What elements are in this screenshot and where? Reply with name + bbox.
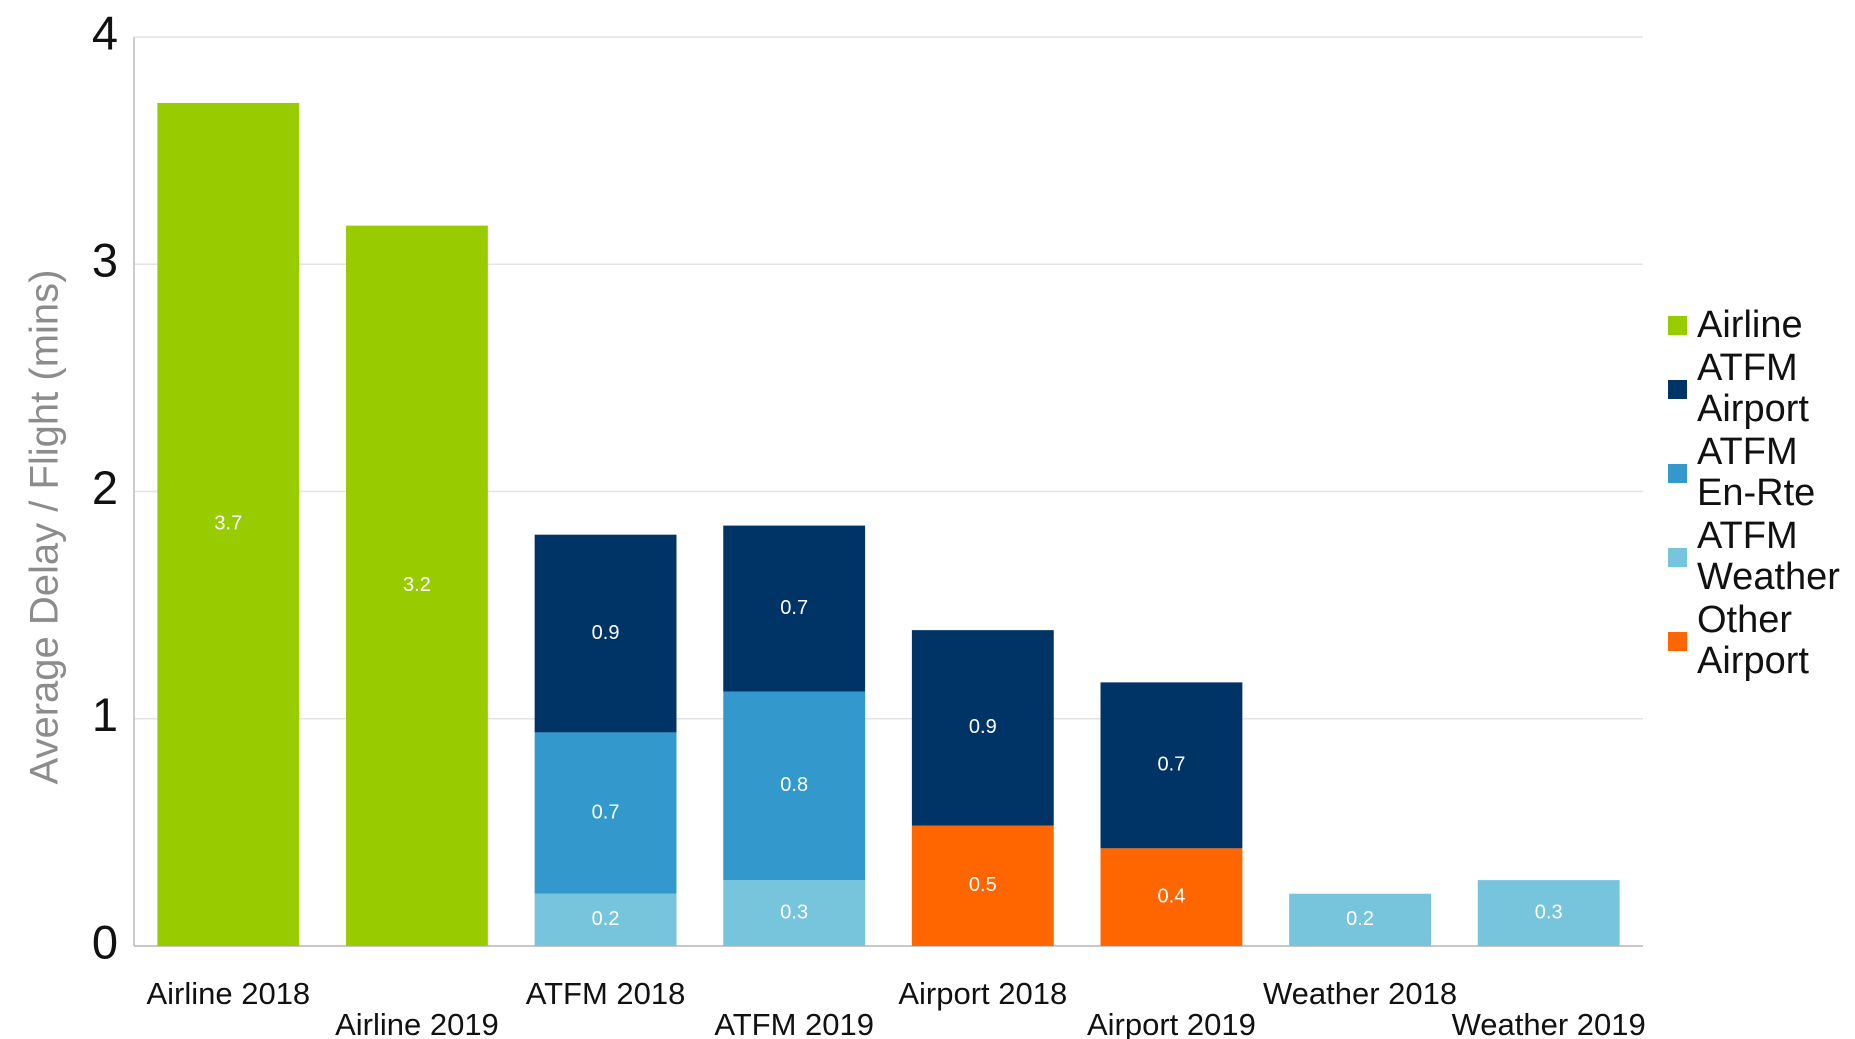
- legend: Airline ATFM Airport ATFM En-Rte ATFM Weath…: [1668, 305, 1855, 684]
- data-label: 0.2: [592, 908, 620, 930]
- legend-swatch: [1668, 463, 1687, 483]
- bar-segment: [723, 525, 866, 692]
- data-label: 3.2: [403, 574, 431, 596]
- data-label: 0.4: [1158, 885, 1186, 907]
- bar-segment: [1100, 848, 1243, 946]
- bar-segment: [723, 880, 866, 946]
- legend-swatch: [1668, 316, 1687, 335]
- bar-segment: [157, 102, 300, 947]
- bar-segment: [1100, 682, 1243, 849]
- y-tick-label: 1: [92, 688, 118, 741]
- legend-entry: Other Airport: [1668, 600, 1855, 682]
- data-label: 0.5: [969, 874, 997, 896]
- data-label: 0.8: [780, 774, 808, 796]
- data-label: 0.9: [592, 622, 620, 644]
- x-tick-label: Airport 2018: [898, 976, 1067, 1011]
- bar-segment: [534, 893, 677, 946]
- x-tick-label: Airport 2019: [1087, 1007, 1256, 1039]
- legend-entry: ATFM En-Rte: [1668, 432, 1855, 514]
- y-tick-label: 4: [92, 6, 118, 59]
- legend-label: Other Airport: [1697, 599, 1809, 682]
- data-label: 3.7: [214, 513, 242, 535]
- y-tick-label: 2: [92, 461, 118, 514]
- bar-segment: [346, 225, 488, 946]
- y-tick-label: 3: [92, 234, 118, 287]
- y-tick-label: 0: [92, 915, 118, 968]
- bar-segment: [911, 825, 1054, 946]
- bar-segment: [911, 630, 1054, 826]
- legend-swatch: [1668, 379, 1687, 399]
- bar-segment: [1477, 880, 1620, 946]
- y-axis-label: Average Delay / Flight (mins): [23, 270, 67, 785]
- legend-swatch: [1668, 631, 1687, 651]
- legend-entry: ATFM Weather: [1668, 516, 1855, 598]
- legend-label: Airline: [1697, 304, 1803, 346]
- data-label: 0.7: [592, 801, 620, 823]
- x-tick-label: Weather 2019: [1452, 1007, 1646, 1039]
- x-tick-label: Airline 2018: [146, 976, 310, 1011]
- data-label: 0.3: [780, 901, 808, 923]
- x-tick-label: Weather 2018: [1263, 976, 1457, 1011]
- legend-label: ATFM Airport: [1697, 347, 1809, 430]
- data-label: 0.9: [969, 716, 997, 738]
- data-label: 0.2: [1346, 908, 1374, 930]
- data-label: 0.3: [1535, 901, 1563, 923]
- legend-entry: ATFM Airport: [1668, 348, 1855, 430]
- legend-swatch: [1668, 547, 1687, 567]
- bar-segment: [1289, 893, 1431, 946]
- legend-entry: Airline: [1668, 305, 1855, 346]
- x-tick-label: Airline 2019: [335, 1007, 499, 1039]
- bar-segment: [534, 732, 677, 894]
- x-tick-label: ATFM 2019: [714, 1007, 874, 1039]
- x-tick-label: ATFM 2018: [526, 976, 686, 1011]
- data-label: 0.7: [780, 597, 808, 619]
- bar-segment: [534, 534, 677, 733]
- data-label: 0.7: [1158, 754, 1186, 776]
- bar-segment: [723, 691, 866, 881]
- legend-label: ATFM Weather: [1697, 515, 1840, 598]
- legend-label: ATFM En-Rte: [1697, 431, 1816, 514]
